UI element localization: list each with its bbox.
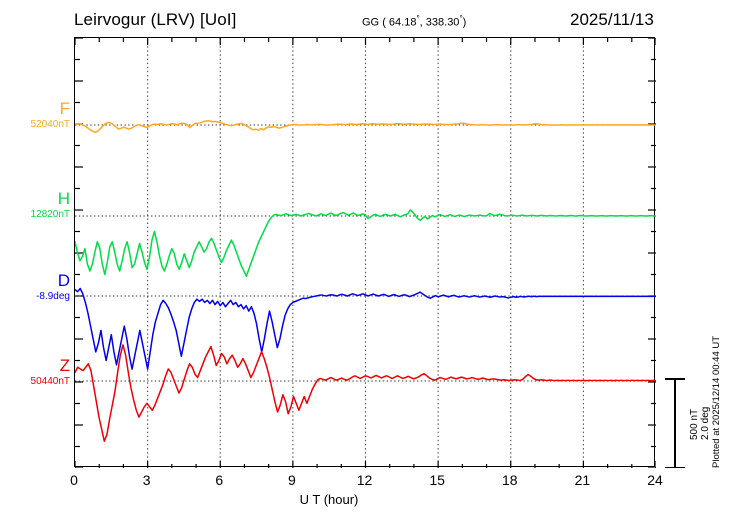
geo-paren-open: ( — [382, 16, 389, 29]
x-tick-label-12: 12 — [356, 472, 373, 488]
x-tick-label-24: 24 — [647, 472, 663, 488]
component-baseline-h: 12820nT — [30, 209, 70, 220]
x-axis-title: U T (hour) — [0, 492, 730, 507]
x-tick-label-21: 21 — [574, 472, 591, 488]
component-baseline-f: 52040nT — [30, 119, 70, 130]
component-symbol-f: F — [59, 99, 70, 118]
component-baseline-d: -8.9deg — [36, 291, 70, 302]
geo-comma: , — [419, 16, 426, 29]
scale-bar — [665, 378, 685, 468]
x-tick-label-18: 18 — [501, 472, 518, 488]
observation-date: 2025/11/13 — [570, 10, 654, 29]
plotted-timestamp: Plotted at 2025/12/14 00:44 UT — [711, 335, 722, 468]
x-tick-label-15: 15 — [429, 472, 445, 488]
geo-longitude: 338.30 — [425, 16, 460, 29]
station-title: Leirvogur (LRV) [UoI] — [74, 10, 237, 29]
component-symbol-z: Z — [59, 356, 70, 375]
x-tick-label-3: 3 — [142, 472, 151, 488]
x-axis-title-text: U T (hour) — [299, 492, 359, 507]
scale-bar-deg-label: 2.0 deg — [700, 406, 711, 440]
component-label-z: Z 50440nT — [4, 357, 70, 388]
magnetogram-traces-svg — [75, 38, 656, 468]
geo-paren-close: ) — [462, 16, 467, 29]
component-label-f: F 52040nT — [4, 100, 70, 131]
magnetogram-plot-area — [74, 37, 656, 468]
axis-tick-marks — [75, 38, 656, 468]
component-symbol-d: D — [57, 271, 70, 290]
scale-bar-line — [674, 378, 676, 468]
x-tick-label-9: 9 — [287, 472, 296, 488]
geo-latitude: 64.18 — [388, 16, 417, 29]
grid-lines — [147, 38, 584, 468]
component-symbol-h: H — [57, 189, 70, 208]
trace-polylines — [75, 119, 656, 442]
x-tick-label-6: 6 — [215, 472, 224, 488]
x-tick-label-0: 0 — [70, 472, 78, 488]
component-label-h: H 12820nT — [4, 190, 70, 221]
scale-bar-nt-label: 500 nT — [689, 408, 700, 440]
degree-icon-lon: ° — [459, 14, 463, 23]
component-baseline-z: 50440nT — [30, 376, 70, 387]
geographic-coordinates: GG ( 64.18°, 338.30°) — [362, 14, 466, 29]
geo-label: GG — [362, 16, 380, 29]
degree-icon-lat: ° — [416, 14, 420, 23]
component-label-d: D -8.9deg — [4, 272, 70, 303]
scale-bar-bottom-cap — [665, 466, 685, 468]
